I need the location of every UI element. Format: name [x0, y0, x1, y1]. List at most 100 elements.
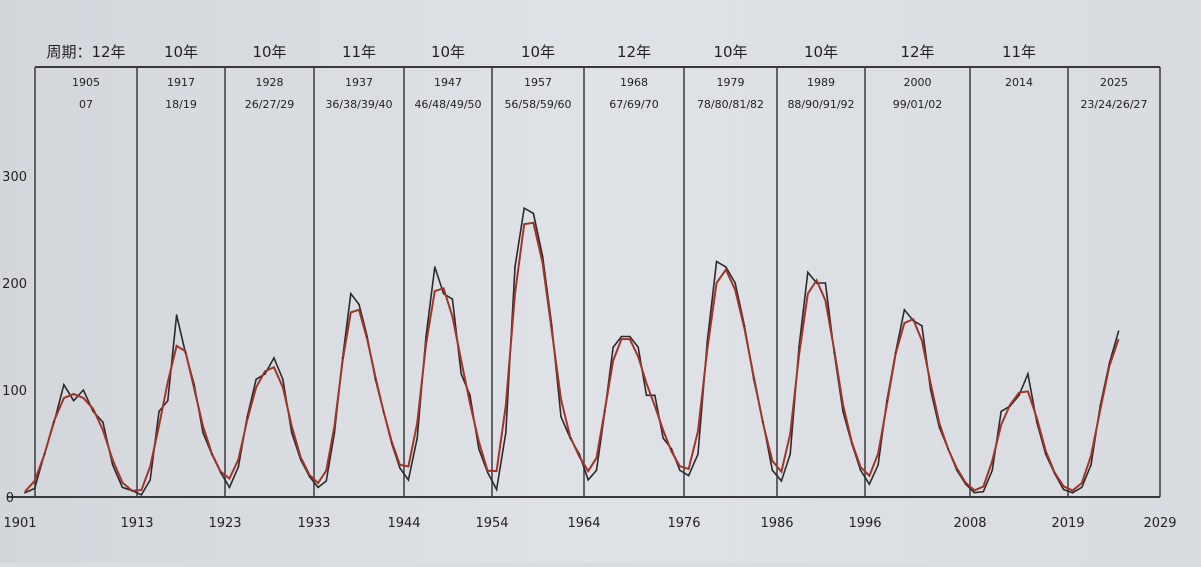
x-tick-label: 2008	[953, 516, 986, 531]
data-point	[604, 410, 606, 413]
data-point	[743, 325, 746, 327]
data-point	[851, 442, 853, 445]
data-point	[72, 399, 75, 402]
data-point	[407, 479, 410, 481]
data-point	[877, 464, 879, 466]
cycle-length-label: 10年	[804, 43, 838, 61]
cycle-labels: 周期：12年 1905 07 10年 1917 18/19 10年 1928 26/27/29 1…	[46, 43, 1147, 111]
cycle-peak-years: 46/48/49/50	[414, 98, 481, 111]
data-point	[282, 378, 284, 381]
data-point	[903, 308, 906, 311]
cycle-peak-years: 23/24/26/27	[1080, 98, 1147, 111]
cycle-peak-years: 67/69/70	[609, 98, 658, 111]
data-point	[912, 319, 914, 322]
data-point	[202, 432, 204, 434]
data-point	[1053, 472, 1056, 475]
data-point	[460, 373, 463, 375]
data-point	[24, 491, 26, 494]
cycle-peak-year: 1947	[434, 76, 462, 89]
data-point	[662, 437, 664, 439]
data-point	[620, 335, 623, 338]
data-point	[366, 335, 368, 338]
cycle-peak-year: 1917	[167, 76, 195, 89]
y-tick-label: 0	[6, 491, 14, 506]
data-point	[569, 437, 571, 439]
cycle-peak-year: 1957	[524, 76, 552, 89]
data-point	[43, 453, 46, 456]
data-point	[111, 464, 114, 466]
cycle-table-frame	[34, 66, 1161, 497]
data-point	[645, 394, 648, 397]
cycle-peak-year: 2014	[1005, 76, 1033, 89]
x-tick-label: 1933	[297, 516, 330, 531]
cycle-peak-year: 2000	[904, 76, 932, 89]
data-point	[833, 351, 835, 354]
data-point	[697, 453, 699, 456]
cycle-peak-years: 07	[79, 98, 93, 111]
cycle-peak-year: 1905	[72, 76, 100, 89]
data-point	[1027, 373, 1029, 375]
data-point	[495, 488, 498, 491]
cycle-peak-year: 1968	[620, 76, 648, 89]
data-point	[442, 292, 445, 295]
data-point	[1018, 394, 1020, 397]
data-point	[780, 480, 783, 482]
data-point	[374, 378, 377, 381]
cycle-length-label: 10年	[713, 43, 747, 61]
cycle-peak-years: 99/01/02	[893, 98, 942, 111]
data-point	[807, 271, 809, 274]
data-point	[612, 346, 614, 349]
cycle-peak-years: 36/38/39/40	[325, 98, 392, 111]
x-tick-label: 1901	[3, 516, 36, 531]
data-point	[1117, 330, 1120, 332]
cycle-length-label: 10年	[252, 43, 286, 61]
data-point	[451, 298, 454, 300]
data-point	[246, 415, 249, 418]
raw-series-line	[24, 206, 1120, 496]
data-point	[842, 410, 844, 413]
data-point	[1071, 491, 1074, 494]
cycle-length-label: 12年	[617, 43, 651, 61]
data-point	[973, 491, 976, 494]
data-point	[1099, 405, 1101, 407]
data-point	[175, 314, 178, 316]
cycle-peak-year: 1979	[717, 76, 745, 89]
y-tick-label: 100	[2, 384, 27, 399]
data-point	[815, 282, 818, 284]
cycle-peak-year: 1928	[256, 76, 284, 89]
data-point	[184, 351, 187, 354]
data-point	[894, 351, 897, 354]
data-point	[541, 255, 544, 258]
series-lines	[24, 206, 1120, 496]
data-point	[798, 346, 800, 349]
data-point	[637, 346, 639, 349]
data-point	[255, 378, 257, 381]
data-point	[505, 432, 507, 434]
data-point	[478, 448, 480, 450]
data-point	[1000, 410, 1002, 413]
data-point	[228, 486, 231, 489]
cycle-peak-years: 78/80/81/82	[697, 98, 764, 111]
data-point	[687, 474, 690, 477]
data-point	[434, 266, 436, 268]
data-point	[390, 442, 393, 445]
cycle-length-label: 10年	[164, 43, 198, 61]
data-point	[886, 399, 888, 402]
data-point	[1062, 488, 1065, 491]
data-point	[670, 448, 673, 450]
data-point	[33, 487, 36, 490]
cycle-length-label: 10年	[521, 43, 555, 61]
data-point	[938, 426, 941, 429]
y-tick-label: 200	[2, 277, 27, 292]
x-tick-label: 1986	[760, 516, 793, 531]
cycle-peak-years: 26/27/29	[245, 98, 294, 111]
cycle-peak-year: 2025	[1100, 76, 1128, 89]
data-point	[532, 212, 535, 215]
data-point	[771, 469, 774, 472]
data-point	[341, 357, 344, 359]
cycle-length-label: 11年	[1002, 43, 1036, 61]
cycle-peak-years: 88/90/91/92	[787, 98, 854, 111]
data-point	[325, 480, 328, 482]
data-point	[629, 335, 631, 338]
